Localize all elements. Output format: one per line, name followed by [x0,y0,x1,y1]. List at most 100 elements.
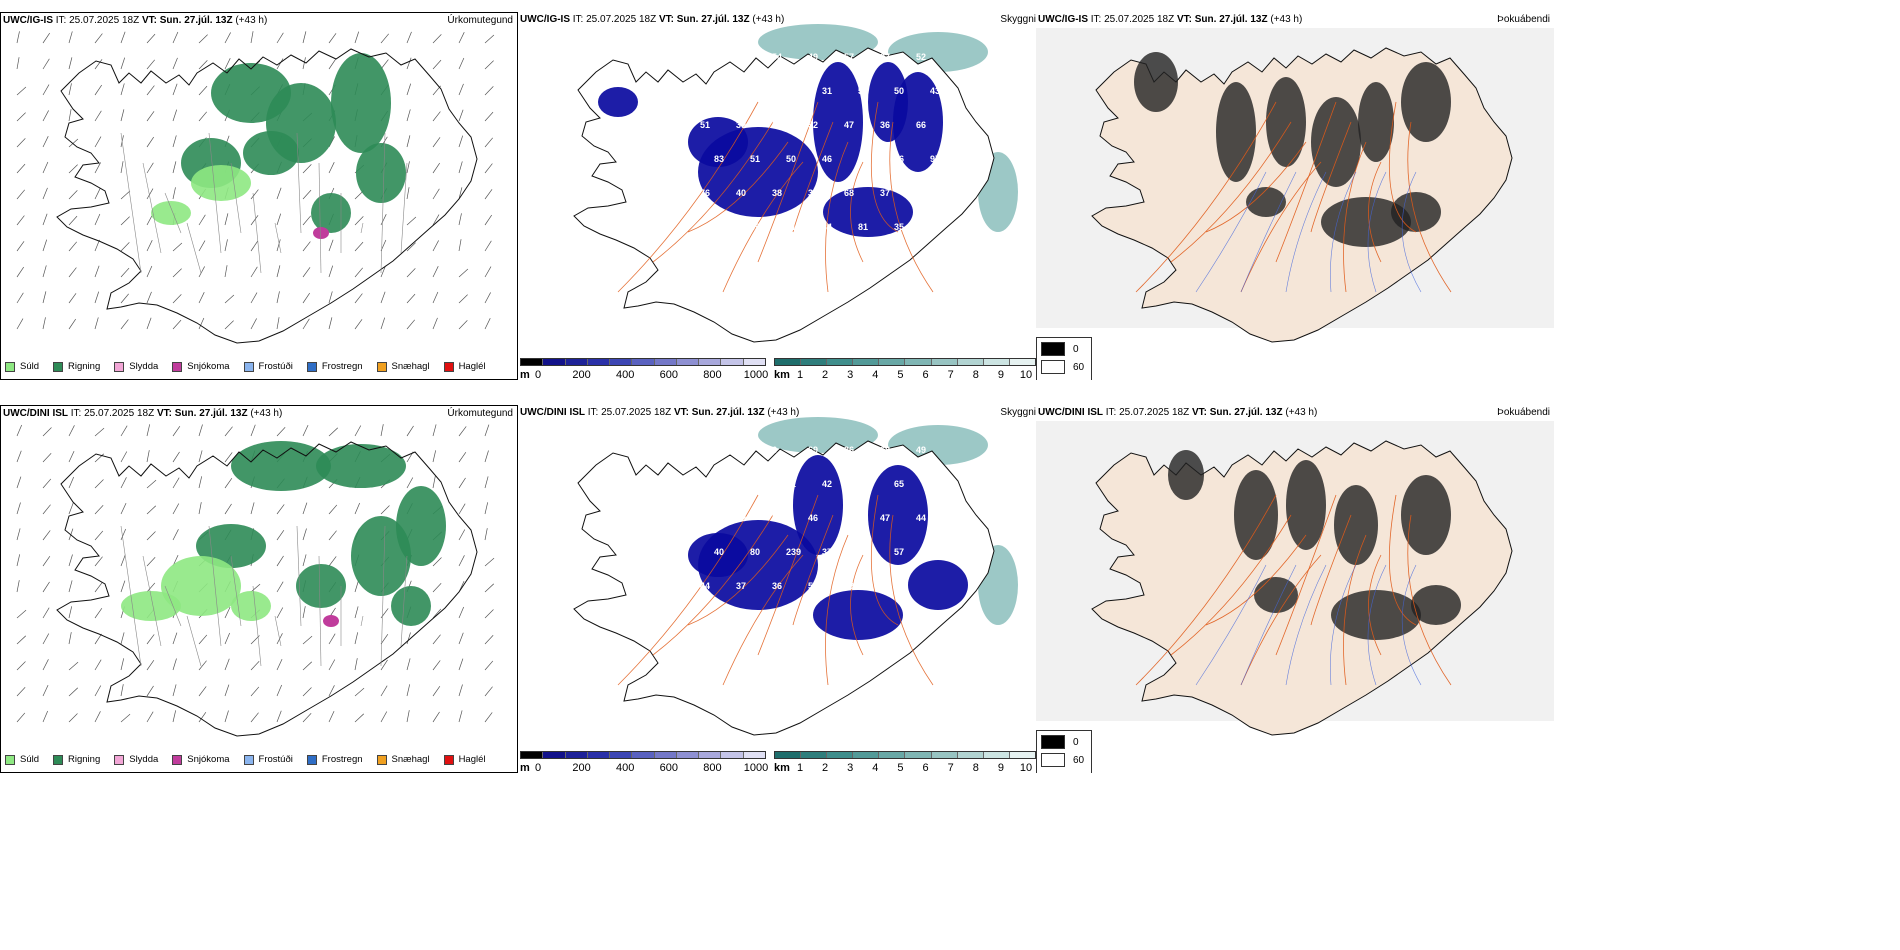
lead-time: (+43 h) [752,14,785,25]
init-time: IT: 25.07.2025 18Z [1105,407,1190,418]
colorbar-segment [743,752,765,758]
legend-swatch [5,361,15,372]
ceiling-value-label: 80 [750,547,760,557]
precip-legend: Súld Rigning Slydda Snjókoma Frostúði Frostre… [5,754,486,765]
ceiling-value-label: 44 [700,581,710,591]
ceiling-value-label: 57 [844,52,854,62]
ceiling-value-label: 12 [786,479,796,489]
ceiling-value-label: 43 [700,513,710,523]
ceiling-value-label: 49 [736,513,746,523]
colorbar-tick: 7 [947,762,954,773]
precip-map [16,31,495,344]
legend-item: Snjókoma [172,361,230,372]
ceiling-value-label: 49 [750,222,760,232]
colorbar-tick: 6 [922,369,929,380]
colorbar-segment [853,752,880,758]
colorbar-segment [801,359,828,365]
ceiling-map: 68 52 57 40 54 49 57 27 52 43 47 45 36 55 31 54 50 43 36 71… [573,24,1018,343]
ceiling-value-label: 43 [858,479,868,489]
legend-item: Slydda [114,754,158,765]
colorbar-tick: 1000 [743,369,769,380]
ceiling-value-label: 68 [844,188,854,198]
ceiling-value-label: 39 [736,120,746,130]
colorbar-segment [983,359,1010,365]
legend-label: Haglél [458,754,486,765]
legend-item: Slydda [114,361,158,372]
ceiling-value-label: 83 [714,154,724,164]
ceiling-value-label: 50 [714,479,724,489]
colorbar-tick: 0 [534,762,542,773]
legend-item: Frostregn [306,361,363,372]
ceiling-value-label: 36 [844,445,854,455]
panel-header: UWC/IG-IS IT: 25.07.2025 18Z VT: Sun. 27… [1038,14,1302,26]
panel-header: UWC/DINI ISL IT: 25.07.2025 18Z VT: Sun.… [1038,407,1317,419]
ceiling-areas [598,62,943,237]
ceiling-value-label: 52 [808,120,818,130]
colorbar-segment [610,359,633,365]
panel-header: UWC/IG-IS IT: 25.07.2025 18Z VT: Sun. 27… [520,14,784,26]
panel-header: UWC/DINI ISL IT: 25.07.2025 18Z VT: Sun.… [3,408,282,420]
ceiling-value-label: 37 [822,547,832,557]
ceiling-value-label: 37 [880,188,890,198]
fog-legend: 0 60 [1036,337,1092,380]
legend-item: Rigning [53,754,100,765]
ceiling-map: 75 41 63 34 6 69 36 68 49 35 41 50 51 12 42 43 65 49 49 51 4… [573,417,1018,736]
ceiling-value-label: 55 [808,581,818,591]
ceiling-value-label: 31 [714,222,724,232]
colorbar-segment [879,359,906,365]
ceiling-value-label: 47 [678,86,688,96]
rivers [1195,171,1422,293]
ceiling-value-label: 51 [786,222,796,232]
ceiling-value-label: 54 [858,86,868,96]
colorbar-tick: 200 [572,369,591,380]
colorbar-tick: 3 [847,369,854,380]
colorbar-tick: 4 [872,369,879,380]
ceiling-value-label: 36 [880,120,890,130]
colorbar-tick: 8 [972,369,979,380]
ceiling-value-label: 99 [844,581,854,591]
legend-item: Haglél [443,754,486,765]
colorbar-tick: 400 [616,369,635,380]
colorbar-segment [775,359,802,365]
parameter-name: Úrkomutegund [447,15,513,26]
colorbar-tick: 0 [534,369,542,380]
ceiling-value-label: 33 [678,222,688,232]
colorbar-tick: 1 [796,762,804,773]
legend-swatch [5,754,15,765]
parameter-name: Þokuábendi [1497,407,1550,418]
ceiling-value-label: 34 [822,222,832,232]
fog-legend-top: 0 [1073,736,1079,748]
ceiling-value-label: 49 [808,52,818,62]
legend-label: Slydda [129,754,159,765]
legend-swatch [53,361,64,372]
colorbar-segment [543,752,566,758]
colorbar-tick: 1 [796,369,804,380]
ceiling-value-label: 51 [700,120,710,130]
ceiling-value-label: 46 [808,513,818,523]
colorbar-tick: 3 [847,762,854,773]
visibility-ramp [774,751,1036,759]
colorbar-tick: 10 [1019,762,1033,773]
ceiling-unit: m [520,369,530,380]
colorbar-segment [1009,359,1035,365]
fog-panel-row1: UWC/IG-IS IT: 25.07.2025 18Z VT: Sun. 27… [1036,12,1554,380]
model-name: UWC/DINI ISL [3,408,68,419]
ceiling-value-label: 35 [894,222,904,232]
legend-label: Slydda [129,361,159,372]
valid-time: Sun. 27.júl. 13Z [691,407,765,418]
ceiling-value-label: 38 [772,188,782,198]
colorbar-tick: 600 [659,369,678,380]
ceiling-labels: 75 41 63 34 6 69 36 68 49 35 41 50 51 12 42 43 65 49 49 51 4… [628,445,940,591]
cloud-ceiling-panel-row1: UWC/IG-IS IT: 25.07.2025 18Z VT: Sun. 27… [518,12,1036,380]
fog-areas [1168,450,1461,640]
ceiling-value-label: 52 [916,52,926,62]
model-name: UWC/IG-IS [520,14,570,25]
iceland-coastline [56,48,478,344]
ceiling-value-label: 36 [772,581,782,591]
legend-swatch [172,361,183,372]
valid-time: Sun. 27.júl. 13Z [159,15,233,26]
precip-legend: Súld Rigning Slydda Snjókoma Frostúði Frostre… [5,361,486,372]
ceiling-value-label: 63 [700,445,710,455]
ceiling-value-label: 37 [736,581,746,591]
rivers [1195,564,1422,686]
